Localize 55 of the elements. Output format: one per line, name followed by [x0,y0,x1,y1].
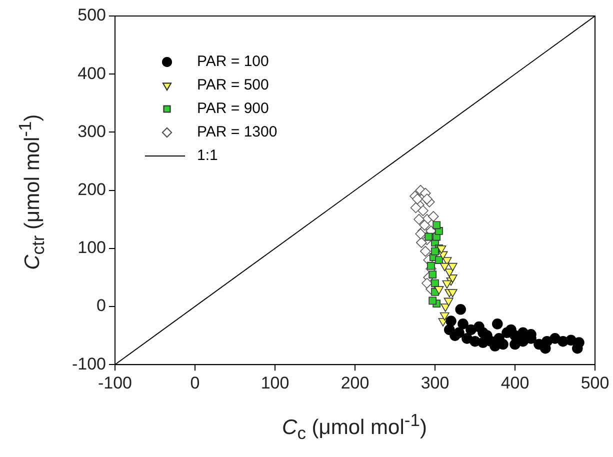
point [440,312,450,321]
point [455,304,466,315]
legend-label: PAR = 100 [197,53,269,70]
point [415,228,426,240]
point [440,304,450,312]
point [431,279,439,288]
point [446,316,456,326]
point [422,194,432,204]
legend-label: PAR = 900 [197,100,269,118]
y-tick-label: -100 [72,354,106,374]
y-tick-label: 200 [78,180,106,199]
point [428,296,437,305]
point [448,289,458,298]
y-tick-label: 400 [78,64,106,83]
point [440,262,450,272]
point [442,280,452,289]
point [574,337,584,348]
point [418,205,428,216]
point [444,298,454,306]
y-tick-label: 100 [78,238,106,258]
point [454,327,464,338]
point [474,321,484,332]
point [458,318,468,330]
point [428,211,439,222]
point [412,194,423,204]
point [428,270,437,278]
point [419,220,430,231]
legend-label: PAR = 1300 [197,124,278,141]
legend-label: PAR = 500 [197,76,269,94]
x-tick-label: -100 [98,373,132,392]
x-tick-label: 300 [420,373,450,392]
y-tick-label: 0 [96,296,106,316]
point [414,214,424,225]
point [416,237,427,248]
x-tick-label: 500 [580,373,610,392]
point [492,318,503,330]
x-tick-label: 100 [260,373,290,392]
point [432,221,441,230]
point [434,286,444,294]
point [427,262,435,270]
point [424,232,433,241]
x-tick-label: 200 [340,373,370,392]
x-tick-label: 400 [500,373,530,392]
point [518,336,528,347]
point [435,256,443,264]
x-tick-label: 0 [190,373,200,392]
point [431,247,439,256]
legend-label: 1:1 [197,147,218,164]
point [448,262,458,272]
point [420,246,431,257]
y-tick-label: 500 [78,6,106,25]
point [410,202,422,214]
x-axis-title: C$_{c}$ (μmol mol$^{-1}$) [281,410,428,444]
y-tick-label: 300 [78,122,106,141]
point [436,246,446,254]
